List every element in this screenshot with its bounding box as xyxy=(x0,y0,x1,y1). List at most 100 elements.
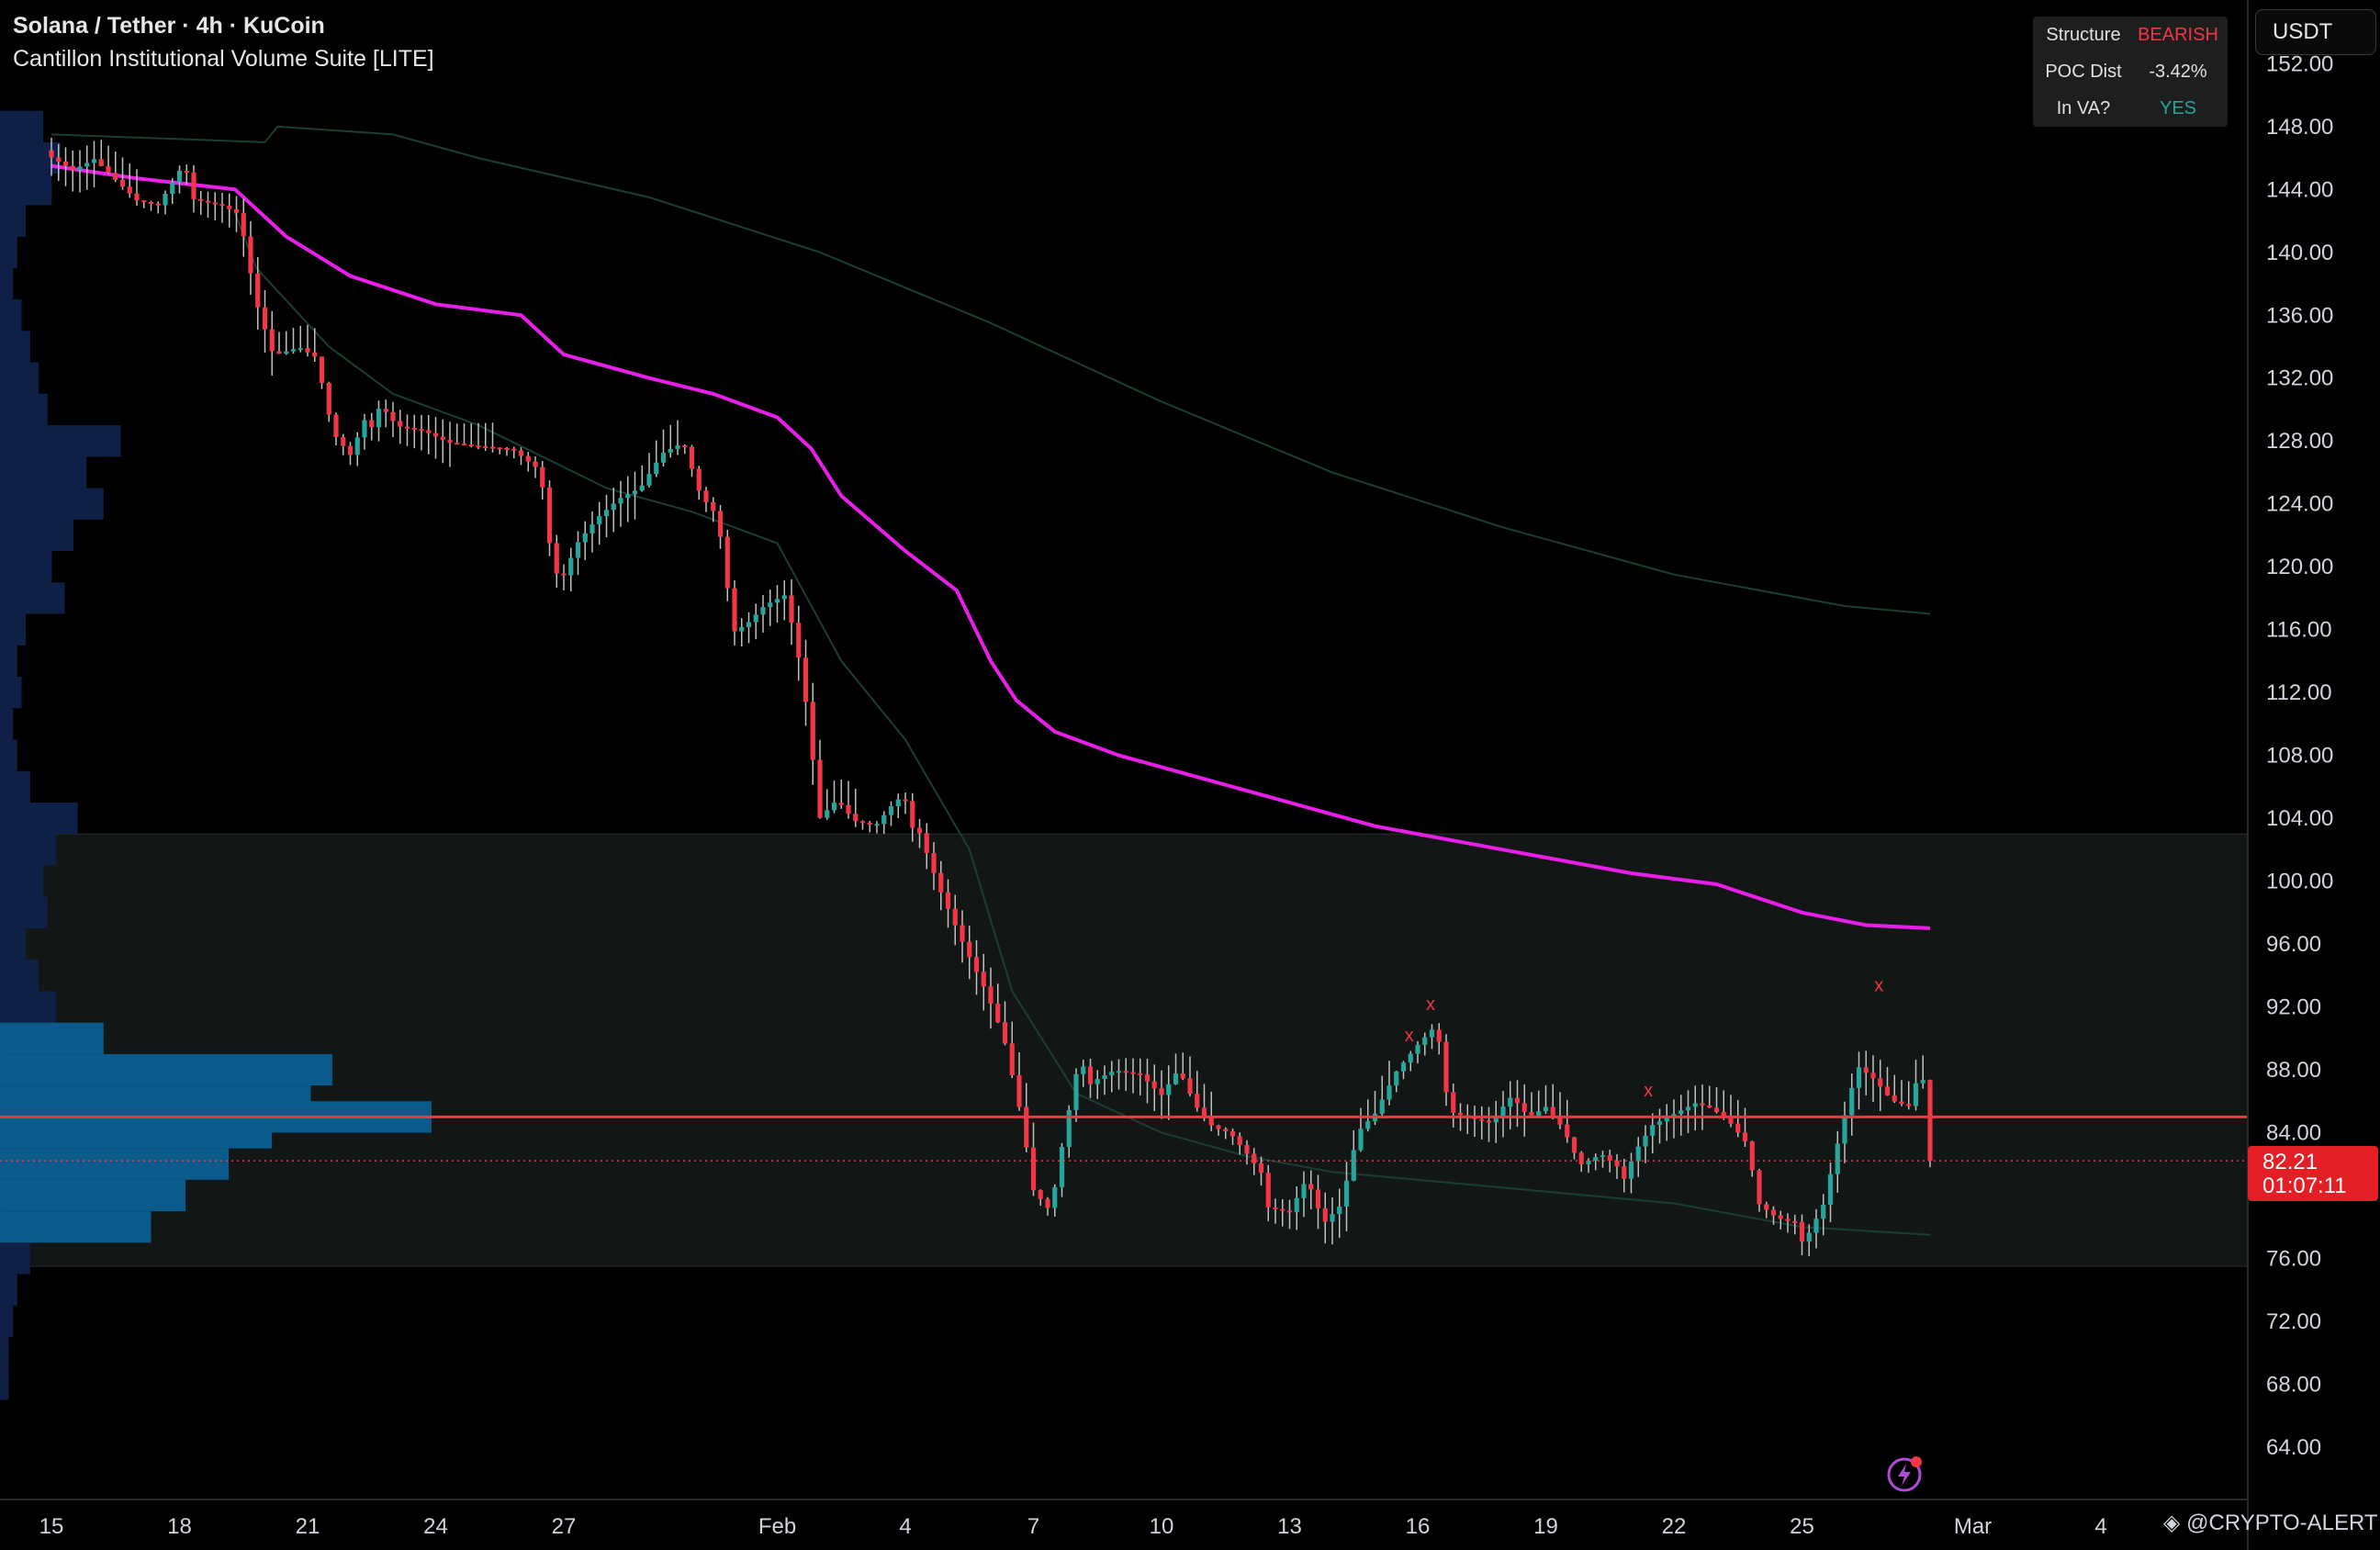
candle-body xyxy=(497,447,502,450)
x-tick-label: 10 xyxy=(1150,1514,1174,1539)
candle-body xyxy=(1066,1109,1072,1147)
candle-body xyxy=(781,595,787,600)
lightning-alert-icon[interactable] xyxy=(1886,1455,1925,1493)
candle-body xyxy=(717,511,724,537)
profile-bar xyxy=(0,927,27,960)
profile-bar xyxy=(0,488,104,520)
candle-body xyxy=(774,599,780,603)
candle-body xyxy=(1102,1075,1107,1080)
candle-body xyxy=(1151,1081,1157,1089)
y-tick-label: 112.00 xyxy=(2266,680,2332,705)
candles xyxy=(49,138,1933,1257)
candle-body xyxy=(639,485,645,491)
candle-body xyxy=(1265,1173,1271,1207)
candle-body xyxy=(1187,1078,1193,1095)
y-tick-label: 124.00 xyxy=(2266,492,2333,517)
candle-body xyxy=(305,348,310,353)
candle-body xyxy=(995,1003,1001,1023)
candle-body xyxy=(682,445,688,448)
candle-body xyxy=(903,799,908,802)
candle-body xyxy=(1827,1174,1834,1205)
swing-marker: x xyxy=(1405,1026,1414,1046)
candle-body xyxy=(575,542,581,558)
candle-body xyxy=(1429,1029,1435,1038)
x-tick-label: 24 xyxy=(423,1514,448,1539)
candle-body xyxy=(568,557,574,576)
candle-body xyxy=(198,198,204,201)
profile-bar xyxy=(0,236,17,268)
candle-body xyxy=(119,179,126,187)
y-tick-label: 100.00 xyxy=(2266,870,2333,894)
candle-body xyxy=(1565,1124,1570,1138)
profile-bar xyxy=(0,205,27,237)
candle-body xyxy=(618,498,623,504)
candle-body xyxy=(1806,1232,1812,1242)
candle-body xyxy=(540,466,545,488)
candle-body xyxy=(354,437,360,455)
candle-body xyxy=(1713,1107,1720,1112)
candle-body xyxy=(141,200,147,203)
candle-body xyxy=(1415,1044,1420,1054)
candle-body xyxy=(1721,1111,1726,1118)
candle-body xyxy=(611,503,616,511)
candle-body xyxy=(689,446,695,469)
candle-body xyxy=(533,461,538,467)
status-value: -3.42% xyxy=(2149,62,2207,82)
candle-body xyxy=(518,450,524,456)
x-tick-label: 13 xyxy=(1277,1514,1302,1539)
candle-body xyxy=(1315,1189,1321,1208)
y-tick-label: 76.00 xyxy=(2266,1246,2321,1271)
candle-body xyxy=(77,166,83,171)
candle-body xyxy=(1543,1106,1549,1112)
profile-bar xyxy=(0,1274,17,1306)
candle-body xyxy=(632,490,638,495)
candle-body xyxy=(1593,1157,1599,1162)
candle-body xyxy=(853,814,859,822)
candle-body xyxy=(205,200,211,203)
x-tick-label: Feb xyxy=(758,1514,796,1539)
candle-body xyxy=(668,448,673,453)
candle-body xyxy=(724,536,730,589)
candle-body xyxy=(1087,1066,1094,1084)
candle-body xyxy=(70,165,75,171)
candle-body xyxy=(383,409,388,412)
candle-body xyxy=(561,573,567,576)
candle-body xyxy=(1123,1071,1128,1073)
candle-body xyxy=(1038,1190,1043,1199)
candle-body xyxy=(1400,1062,1407,1072)
candle-body xyxy=(796,623,802,658)
candle-body xyxy=(1607,1155,1612,1162)
last-price-tag: 82.21 01:07:11 xyxy=(2248,1146,2378,1201)
profile-bar xyxy=(0,865,43,897)
candle-body xyxy=(1322,1207,1328,1222)
candle-body xyxy=(390,411,396,421)
candle-body xyxy=(312,352,318,357)
volume-profile xyxy=(0,110,432,1400)
candle-body xyxy=(1550,1106,1555,1117)
candle-body xyxy=(1685,1106,1691,1111)
candle-body xyxy=(1571,1137,1577,1153)
candle-body xyxy=(1301,1184,1307,1198)
candle-body xyxy=(1386,1085,1392,1100)
candle-body xyxy=(1664,1118,1669,1122)
candle-body xyxy=(1600,1155,1606,1158)
candle-body xyxy=(1821,1204,1826,1219)
candle-body xyxy=(1835,1143,1840,1174)
time-axis[interactable]: 15 18 21 24 27 Feb 4 7 10 13 16 19 22 25 Mar 4 xyxy=(39,1514,2107,1539)
price-axis[interactable]: 152.00 148.00 144.00 140.00 136.00 132.00 128.… xyxy=(2266,51,2333,1460)
indicator-name[interactable]: Cantillon Institutional Volume Suite [LI… xyxy=(13,46,434,72)
candle-body xyxy=(654,462,659,475)
candle-body xyxy=(660,452,667,463)
candle-body xyxy=(732,588,737,632)
candle-body xyxy=(817,759,823,818)
currency-button[interactable]: USDT xyxy=(2255,9,2376,55)
candle-body xyxy=(1394,1071,1399,1086)
candle-body xyxy=(960,925,965,942)
profile-bar xyxy=(0,613,27,646)
symbol-title[interactable]: Solana / Tether · 4h · KuCoin xyxy=(13,13,325,39)
profile-bar xyxy=(0,1242,30,1275)
candle-body xyxy=(1095,1079,1100,1084)
candle-body xyxy=(290,349,297,352)
